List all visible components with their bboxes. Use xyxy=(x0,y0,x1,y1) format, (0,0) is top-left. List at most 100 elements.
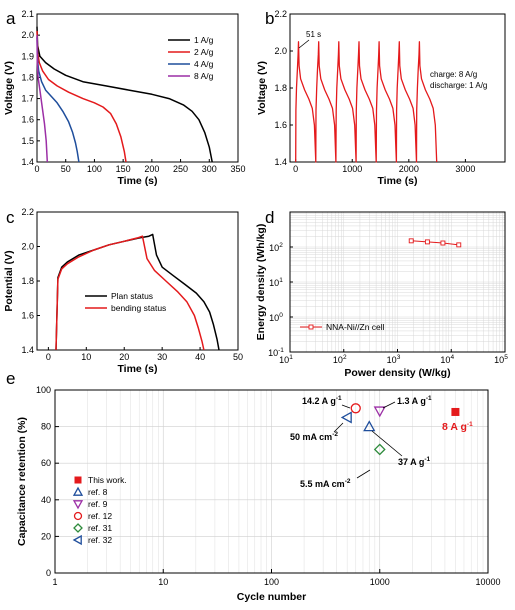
b-ytick-label: 1.4 xyxy=(274,157,287,167)
e-legend-marker-0 xyxy=(74,476,82,484)
a-ytick-label: 2.1 xyxy=(21,9,34,19)
c-ytick-label: 2.2 xyxy=(21,207,34,217)
e-ytick-label: 20 xyxy=(41,531,51,541)
e-legend-label-5: ref. 32 xyxy=(88,535,112,545)
a-legend-label-0: 1 A/g xyxy=(194,35,214,45)
c-xtick-label: 10 xyxy=(81,352,91,362)
e-legend-label-1: ref. 8 xyxy=(88,487,108,497)
d-xtick-label: 104 xyxy=(440,354,454,365)
b-annotation-arrow xyxy=(298,39,310,49)
c-xtick-label: 30 xyxy=(157,352,167,362)
a-ytick-label: 1.8 xyxy=(21,72,34,82)
e-point-4 xyxy=(373,443,386,456)
c-xtick-label: 20 xyxy=(119,352,129,362)
e-point-3 xyxy=(350,403,361,414)
c-ytick-label: 1.8 xyxy=(21,276,34,286)
c-xtick-label: 50 xyxy=(233,352,243,362)
a-series-line-2 xyxy=(36,37,80,163)
e-xtick-label: 1 xyxy=(52,577,57,587)
a-xlabel: Time (s) xyxy=(117,175,157,187)
e-annotation-arrow xyxy=(333,422,344,433)
d-ytick-label: 101 xyxy=(269,277,283,288)
a-ytick-label: 1.7 xyxy=(21,94,34,104)
a-ytick-label: 1.9 xyxy=(21,51,34,61)
e-ytick-label: 60 xyxy=(41,458,51,468)
b-xlabel: Time (s) xyxy=(377,175,417,187)
a-xtick-label: 50 xyxy=(61,164,71,174)
a-ytick-label: 1.5 xyxy=(21,136,34,146)
a-legend-label-1: 2 A/g xyxy=(194,47,214,57)
a-xtick-label: 250 xyxy=(173,164,188,174)
b-ytick-label: 1.8 xyxy=(274,83,287,93)
chart-panel-e: 1 10 100 1000 10000 0 20 40 60 80 100 Cycle number C… xyxy=(16,385,501,603)
b-xtick-label: 3000 xyxy=(455,164,475,174)
d-ytick-label: 10-1 xyxy=(268,347,284,358)
c-ytick-label: 2.0 xyxy=(21,242,34,252)
b-ylabel: Voltage (V) xyxy=(256,61,268,115)
e-point-0 xyxy=(451,407,460,416)
a-ytick-label: 1.4 xyxy=(21,157,34,167)
panel-label-c: c xyxy=(6,208,15,227)
e-xtick-label: 100 xyxy=(264,577,279,587)
d-ylabel: Energy density (Wh/kg) xyxy=(255,224,267,341)
chart-panel-c: 0 10 20 30 40 50 1.4 1.6 1.8 2.0 2.2 Time (s) Potent… xyxy=(3,207,243,375)
c-legend-label-0: Plan status xyxy=(111,291,153,301)
d-xtick-label: 103 xyxy=(387,354,401,365)
e-annotation-50mA: 50 mA cm-2 xyxy=(290,431,338,442)
e-legend-marker-2 xyxy=(72,500,84,510)
e-xtick-label: 10000 xyxy=(475,577,500,587)
d-point-3 xyxy=(456,242,462,248)
b-ytick-label: 2.0 xyxy=(274,46,287,56)
a-xtick-label: 200 xyxy=(144,164,159,174)
e-ytick-label: 0 xyxy=(46,568,51,578)
panel-label-d: d xyxy=(265,208,274,227)
chart-panel-b: 0 1000 2000 3000 1.4 1.6 1.8 2.0 2.2 Time (s) Volt… xyxy=(256,9,506,187)
b-annotation-charge-time: 51 s xyxy=(306,30,321,39)
d-xtick-label: 102 xyxy=(333,354,347,365)
a-legend-label-3: 8 A/g xyxy=(194,71,214,81)
e-point-5 xyxy=(340,411,352,424)
a-frame xyxy=(36,13,239,163)
panel-label-b: b xyxy=(265,9,274,28)
d-point-0 xyxy=(408,238,414,244)
d-xtick-label: 105 xyxy=(494,354,508,365)
c-legend-label-1: bending status xyxy=(111,303,166,313)
e-annotation-14.2: 14.2 A g-1 xyxy=(302,395,342,406)
e-annotation-arrow xyxy=(382,401,396,409)
c-frame xyxy=(36,211,239,351)
e-ytick-label: 100 xyxy=(36,385,51,395)
c-xtick-label: 40 xyxy=(195,352,205,362)
e-annotation-5.5mA: 5.5 mA cm-2 xyxy=(300,478,351,489)
e-legend-marker-3 xyxy=(73,511,83,521)
e-point-2 xyxy=(373,406,386,418)
e-legend-marker-1 xyxy=(72,486,84,496)
e-annotation-arrow xyxy=(371,430,403,457)
b-annotation-discharge: discharge: 1 A/g xyxy=(430,81,487,90)
c-series-line-1 xyxy=(55,235,205,351)
b-xtick-label: 2000 xyxy=(399,164,419,174)
a-xtick-label: 350 xyxy=(230,164,245,174)
e-legend-label-3: ref. 12 xyxy=(88,511,112,521)
b-annotation-charge: charge: 8 A/g xyxy=(430,70,477,79)
e-point-1 xyxy=(363,420,376,432)
a-series-line-1 xyxy=(36,30,127,163)
a-xtick-label: 300 xyxy=(202,164,217,174)
a-xtick-label: 0 xyxy=(34,164,39,174)
e-ylabel: Capacitance retention (%) xyxy=(16,417,28,546)
a-series-line-3 xyxy=(36,35,49,163)
d-series-line-0 xyxy=(411,240,459,246)
e-ytick-label: 40 xyxy=(41,495,51,505)
e-legend-marker-5 xyxy=(72,534,82,546)
e-annotation-37: 37 A g-1 xyxy=(398,456,431,467)
panel-label-a: a xyxy=(6,9,16,28)
b-ytick-label: 2.2 xyxy=(274,9,287,19)
e-annotation-1.3: 1.3 A g-1 xyxy=(397,395,432,406)
e-xlabel: Cycle number xyxy=(237,591,306,603)
b-series-line-0 xyxy=(295,41,438,163)
e-annotation-arrow xyxy=(356,469,371,479)
e-ytick-label: 80 xyxy=(41,422,51,432)
c-xtick-label: 0 xyxy=(46,352,51,362)
d-xlabel: Power density (W/kg) xyxy=(344,367,450,379)
a-ylabel: Voltage (V) xyxy=(3,61,15,115)
